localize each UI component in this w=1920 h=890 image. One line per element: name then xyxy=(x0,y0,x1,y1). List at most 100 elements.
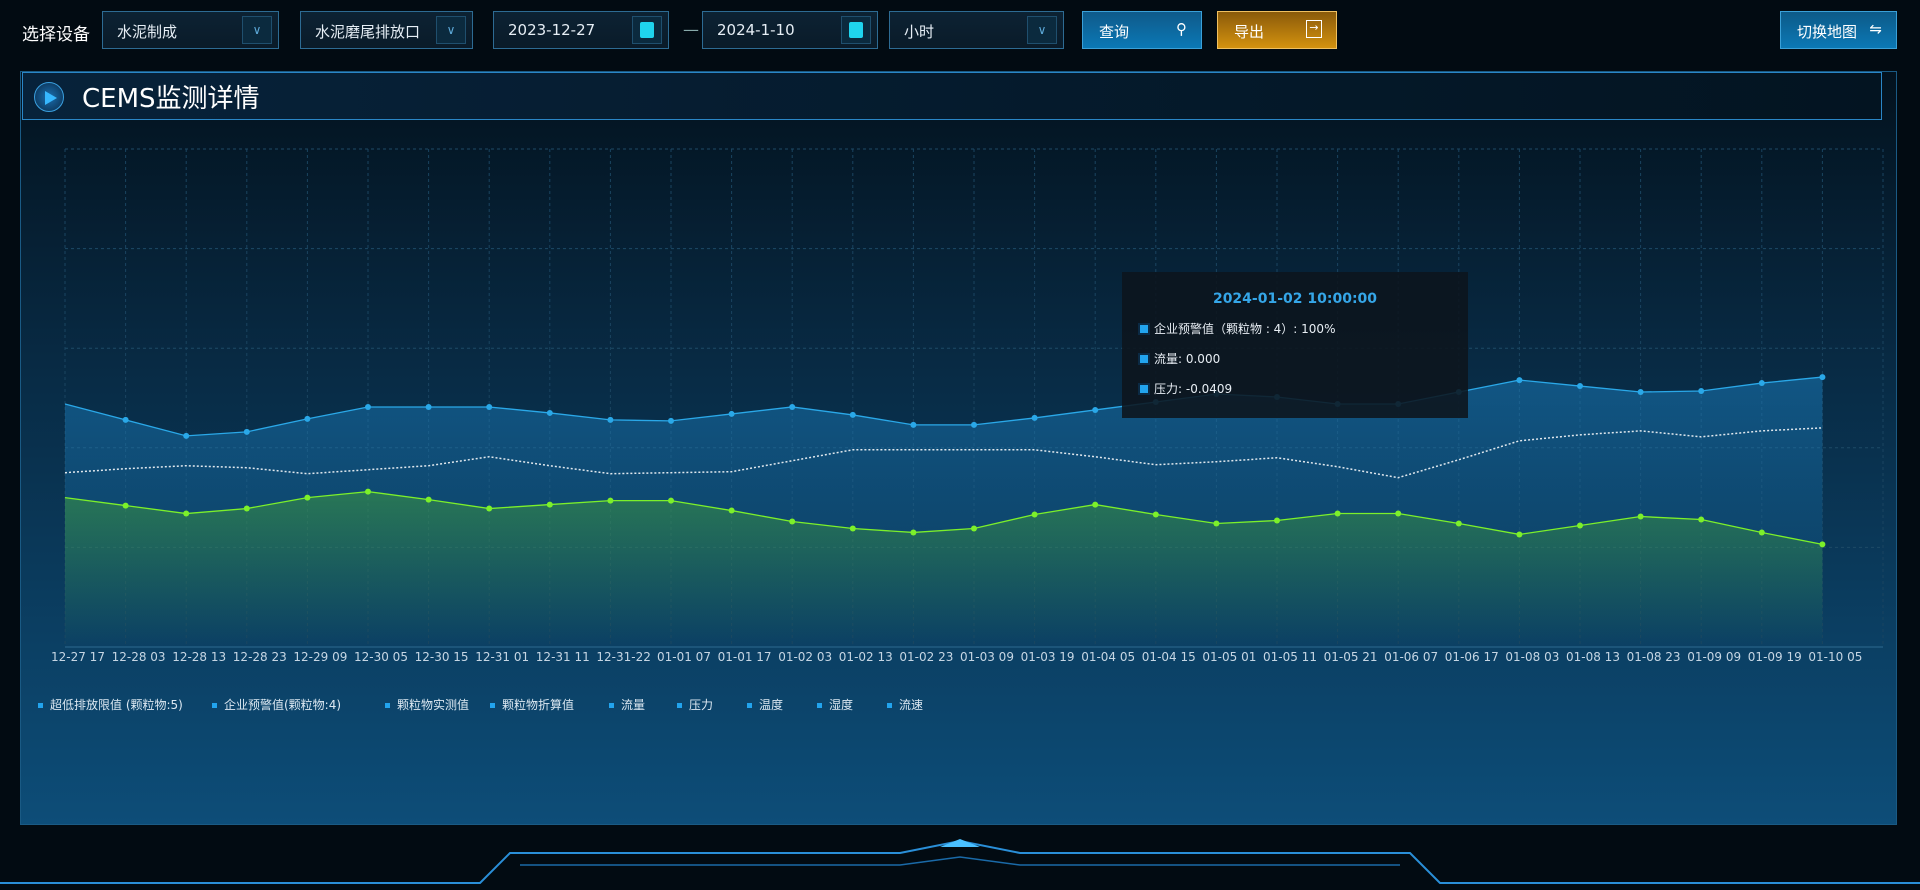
data-point[interactable] xyxy=(1698,388,1705,395)
data-point[interactable] xyxy=(304,415,311,422)
chevron-down-icon: ∨ xyxy=(436,16,466,44)
start-date-input[interactable]: 2023-12-27 xyxy=(493,11,669,49)
data-point[interactable] xyxy=(183,432,190,439)
data-point[interactable] xyxy=(789,403,796,410)
data-point[interactable] xyxy=(1637,389,1644,396)
data-point[interactable] xyxy=(365,403,371,410)
data-point[interactable] xyxy=(668,497,674,504)
legend-marker-icon xyxy=(490,703,495,708)
play-icon xyxy=(34,82,64,112)
legend-item[interactable]: 颗粒物折算值 xyxy=(490,696,574,713)
end-date-input[interactable]: 2024-1-10 xyxy=(702,11,878,49)
data-point[interactable] xyxy=(1698,516,1705,523)
data-point[interactable] xyxy=(849,411,856,418)
data-point[interactable] xyxy=(789,518,796,525)
legend-label: 温度 xyxy=(759,698,784,712)
data-point[interactable] xyxy=(183,510,190,517)
data-point[interactable] xyxy=(1577,522,1583,529)
legend-item[interactable]: 温度 xyxy=(747,696,783,713)
data-point[interactable] xyxy=(1152,511,1159,518)
x-tick-label: 01-03 19 xyxy=(1020,650,1075,664)
data-point[interactable] xyxy=(910,421,917,428)
x-tick-label: 12-31 01 xyxy=(475,650,530,664)
x-tick-label: 01-02 23 xyxy=(899,650,954,664)
outlet-select[interactable]: 水泥磨尾排放口 ∨ xyxy=(300,11,473,49)
legend-label: 颗粒物折算值 xyxy=(502,698,575,712)
data-point[interactable] xyxy=(971,421,977,428)
data-point[interactable] xyxy=(971,525,977,532)
switch-map-button[interactable]: 切换地图 ⇋ xyxy=(1780,11,1897,49)
export-icon: → xyxy=(1306,20,1322,38)
data-point[interactable] xyxy=(1819,374,1826,381)
data-point[interactable] xyxy=(1516,531,1523,538)
legend-item[interactable]: 压力 xyxy=(677,696,713,713)
swap-icon: ⇋ xyxy=(1869,20,1882,38)
end-date-value: 2024-1-10 xyxy=(717,21,795,39)
x-tick-label: 12-28 13 xyxy=(172,650,227,664)
calendar-icon[interactable] xyxy=(841,16,871,44)
data-point[interactable] xyxy=(1758,380,1765,387)
data-point[interactable] xyxy=(1213,520,1220,527)
data-point[interactable] xyxy=(1758,529,1765,536)
legend-label: 流量 xyxy=(621,698,646,712)
data-point[interactable] xyxy=(1092,406,1099,413)
data-point[interactable] xyxy=(304,494,311,501)
x-tick-label: 01-10 05 xyxy=(1808,650,1863,664)
legend-marker-icon xyxy=(677,703,682,708)
legend-label: 超低排放限值 (颗粒物:5) xyxy=(50,698,183,712)
query-button[interactable]: 查询 ⚲ xyxy=(1082,11,1202,49)
granularity-select[interactable]: 小时 ∨ xyxy=(889,11,1064,49)
data-point[interactable] xyxy=(1819,541,1826,548)
legend-label: 压力 xyxy=(689,698,714,712)
legend-marker-icon xyxy=(887,703,892,708)
tooltip-row-text: 企业预警值（颗粒物 : 4）: 100% xyxy=(1154,322,1336,336)
legend-item[interactable]: 湿度 xyxy=(817,696,853,713)
data-point[interactable] xyxy=(1637,513,1644,520)
data-point[interactable] xyxy=(728,410,735,417)
data-point[interactable] xyxy=(425,496,432,503)
bottom-decoration xyxy=(0,839,1920,884)
factory-select[interactable]: 水泥制成 ∨ xyxy=(102,11,279,49)
tooltip-row: 压力: -0.0409 xyxy=(1140,380,1468,397)
data-point[interactable] xyxy=(1274,517,1280,524)
data-point[interactable] xyxy=(486,403,493,410)
tooltip-row: 流量: 0.000 xyxy=(1140,350,1468,367)
legend-label: 湿度 xyxy=(829,698,854,712)
legend-item[interactable]: 流速 xyxy=(887,696,923,713)
data-point[interactable] xyxy=(849,525,856,532)
data-point[interactable] xyxy=(1577,383,1583,390)
x-tick-label: 01-06 07 xyxy=(1384,650,1439,664)
data-point[interactable] xyxy=(607,497,614,504)
legend-item[interactable]: 超低排放限值 (颗粒物:5) xyxy=(38,696,183,713)
data-point[interactable] xyxy=(1455,520,1462,527)
data-point[interactable] xyxy=(546,501,553,508)
data-point[interactable] xyxy=(1031,414,1038,421)
legend-item[interactable]: 企业预警值(颗粒物:4) xyxy=(212,696,341,713)
data-point[interactable] xyxy=(1334,510,1341,517)
data-point[interactable] xyxy=(668,417,674,424)
data-point[interactable] xyxy=(546,409,553,416)
calendar-icon[interactable] xyxy=(632,16,662,44)
data-point[interactable] xyxy=(1092,501,1099,508)
x-tick-label: 01-08 03 xyxy=(1505,650,1560,664)
data-point[interactable] xyxy=(1516,377,1523,384)
data-point[interactable] xyxy=(365,488,371,495)
data-point[interactable] xyxy=(1395,510,1402,517)
data-point[interactable] xyxy=(243,505,250,512)
data-point[interactable] xyxy=(1031,511,1038,518)
x-tick-label: 01-04 05 xyxy=(1081,650,1136,664)
chevron-down-icon: ∨ xyxy=(1027,16,1057,44)
data-point[interactable] xyxy=(122,502,129,509)
data-point[interactable] xyxy=(243,428,250,435)
export-button[interactable]: 导出 → xyxy=(1217,11,1337,49)
data-point[interactable] xyxy=(122,416,129,423)
device-label: 选择设备 xyxy=(22,25,90,45)
legend-item[interactable]: 颗粒物实测值 xyxy=(385,696,469,713)
data-point[interactable] xyxy=(425,403,432,410)
data-point[interactable] xyxy=(910,529,917,536)
series-line xyxy=(64,427,1823,479)
data-point[interactable] xyxy=(607,416,614,423)
data-point[interactable] xyxy=(486,505,493,512)
legend-item[interactable]: 流量 xyxy=(609,696,645,713)
data-point[interactable] xyxy=(728,507,735,514)
